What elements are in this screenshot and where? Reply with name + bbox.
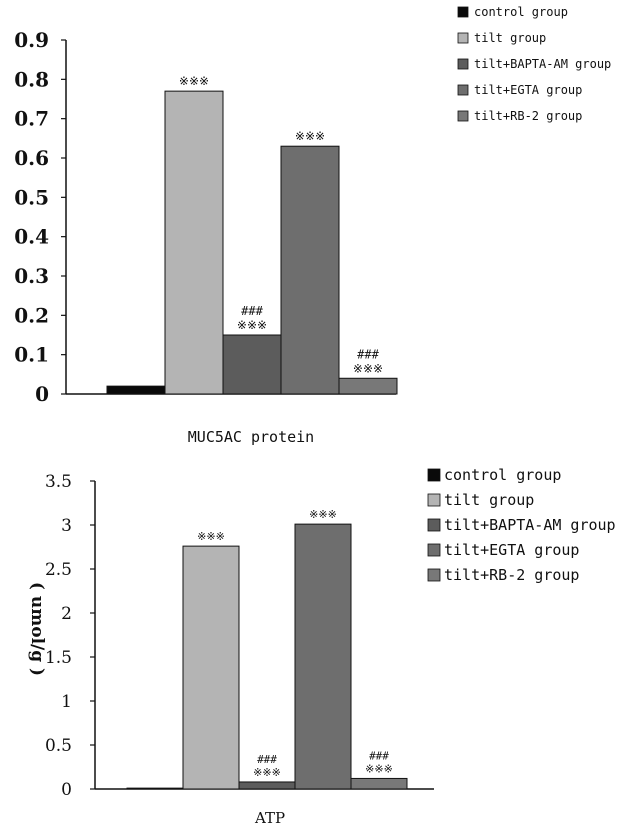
chart-2: 00.511.522.533.5※※※###※※※※※※###※※※ATP( u…	[27, 466, 616, 827]
y-tick-label: 0.3	[14, 264, 49, 288]
legend-entry: tilt+BAPTA-AM group	[444, 516, 616, 534]
y-tick-label: 0.7	[14, 107, 49, 131]
significance-marker: ※※※	[179, 74, 209, 88]
y-tick-label: 0.4	[14, 225, 49, 249]
significance-marker: ※※※	[309, 508, 337, 521]
bar-1	[106, 385, 166, 395]
bar-5	[338, 377, 398, 395]
chart-1: 00.10.20.30.40.50.60.70.80.9※※※###※※※※※※…	[14, 5, 611, 446]
y-tick-label: 2	[61, 604, 72, 624]
legend-swatch	[457, 6, 469, 18]
y-tick-label: 3.5	[45, 472, 72, 492]
bar-4	[280, 145, 340, 395]
legend: control group tilt group tilt+BAPTA-AM gro…	[457, 5, 611, 123]
y-tick-label: 0	[61, 780, 72, 800]
y-tick-label: 1.5	[45, 648, 72, 668]
legend-entry: tilt+RB-2 group	[444, 566, 579, 584]
legend-entry: tilt+BAPTA-AM group	[474, 57, 611, 71]
significance-marker: ###	[241, 304, 263, 318]
y-tick-label: 0.5	[14, 185, 49, 209]
significance-marker: ※※※	[295, 129, 325, 143]
y-tick-label: 0.5	[45, 736, 72, 756]
legend-swatch	[457, 84, 469, 96]
significance-marker: ※※※	[353, 361, 383, 375]
y-tick-label: 0.6	[14, 146, 49, 170]
y-tick-label: 2.5	[45, 560, 72, 580]
legend-entry: tilt+RB-2 group	[474, 109, 582, 123]
y-axis-label: ( umol/g )	[27, 582, 47, 676]
bar-1	[126, 787, 184, 790]
legend-entry: tilt+EGTA group	[444, 541, 579, 559]
y-tick-label: 3	[61, 516, 72, 536]
bar-3	[238, 781, 296, 790]
x-axis-label: ATP	[254, 809, 285, 827]
legend-swatch	[427, 468, 441, 482]
significance-marker: ※※※	[197, 530, 225, 543]
legend-swatch	[457, 110, 469, 122]
y-tick-label: 0.1	[14, 343, 49, 367]
y-tick-label: 0	[35, 382, 49, 406]
legend-entry: tilt+EGTA group	[474, 83, 582, 97]
significance-marker: ※※※	[237, 318, 267, 332]
legend-entry: control group	[474, 5, 568, 19]
legend-entry: tilt group	[444, 491, 534, 509]
significance-marker: ###	[369, 749, 389, 762]
legend-swatch	[427, 568, 441, 582]
significance-marker: ###	[357, 347, 379, 361]
y-tick-label: 0.2	[14, 303, 49, 327]
legend-entry: control group	[444, 466, 561, 484]
bar-4	[294, 523, 352, 790]
y-tick-label: 1	[61, 692, 72, 712]
significance-marker: ###	[257, 753, 277, 766]
legend-swatch	[427, 493, 441, 507]
x-axis-label: MUC5AC protein	[188, 428, 314, 446]
legend: control group tilt group tilt+BAPTA-AM gr…	[427, 466, 616, 584]
legend-swatch	[427, 518, 441, 532]
bar-3	[222, 334, 282, 395]
significance-marker: ※※※	[365, 762, 393, 775]
y-tick-label: 0.8	[14, 67, 49, 91]
significance-marker: ※※※	[253, 766, 281, 779]
legend-swatch	[457, 58, 469, 70]
y-tick-label: 0.9	[14, 28, 49, 52]
bar-2	[182, 545, 240, 790]
legend-entry: tilt group	[474, 31, 546, 45]
bar-2	[164, 90, 224, 395]
legend-swatch	[427, 543, 441, 557]
legend-swatch	[457, 32, 469, 44]
bar-5	[350, 777, 408, 790]
